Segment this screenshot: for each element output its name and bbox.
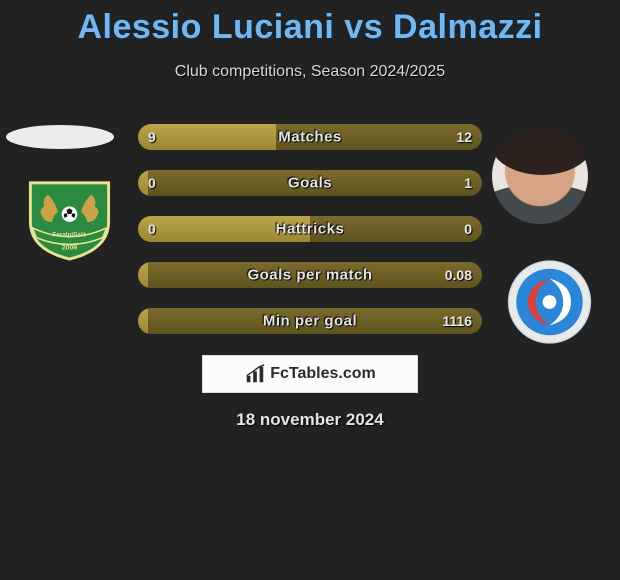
bar-row: Matches9 12 (138, 124, 482, 150)
date-label: 18 november 2024 (0, 410, 620, 430)
bar-label: Min per goal (138, 313, 482, 330)
bar-label: Hattricks (138, 221, 482, 238)
bar-row: Goals0 1 (138, 170, 482, 196)
bar-value-right: 0.08 (445, 267, 472, 283)
page-title: Alessio Luciani vs Dalmazzi (0, 0, 620, 47)
bar-label: Goals (138, 175, 482, 192)
bar-value-right: 1 (464, 175, 472, 191)
branding-box: FcTables.com (202, 355, 418, 393)
bar-value-right: 12 (456, 129, 472, 145)
bar-row: Hattricks0 0 (138, 216, 482, 242)
bar-value-left: 0 (148, 175, 156, 191)
bar-row: Goals per match0.08 (138, 262, 482, 288)
bar-value-right: 0 (464, 221, 472, 237)
club-left-name: FeralpiSalò (52, 232, 86, 239)
club-badge-left: FeralpiSalò 2009 (20, 177, 119, 263)
player-right-avatar (492, 128, 588, 224)
bar-row: Min per goal1116 (138, 308, 482, 334)
comparison-bars: Matches912Goals01Hattricks00Goals per ma… (138, 124, 482, 354)
bar-value-left: 0 (148, 221, 156, 237)
bar-chart-icon (244, 363, 266, 385)
bar-label: Goals per match (138, 267, 482, 284)
branding-text: FcTables.com (270, 365, 376, 383)
player-left-silhouette (6, 125, 114, 149)
bar-value-left: 9 (148, 129, 156, 145)
swirl-center-icon (543, 295, 557, 309)
bar-label: Matches (138, 129, 482, 146)
bar-value-right: 1116 (442, 313, 472, 329)
subtitle: Club competitions, Season 2024/2025 (0, 63, 620, 81)
club-badge-right (500, 259, 599, 345)
club-left-year: 2009 (62, 244, 77, 251)
